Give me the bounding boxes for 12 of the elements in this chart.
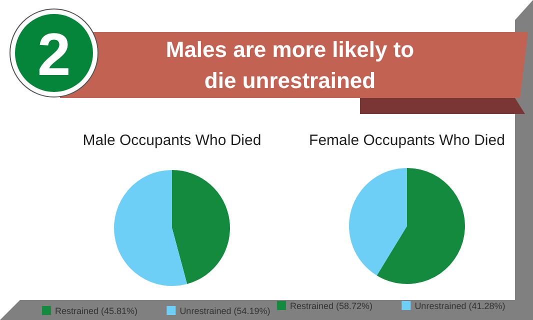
pie-slice: [349, 168, 407, 276]
text: 2: [37, 21, 71, 88]
legend-label: Unrestrained (41.28%): [414, 301, 506, 311]
pie-slice: [114, 170, 188, 286]
legend-label: Restrained (45.81%): [55, 306, 138, 316]
legend-label: Restrained (58.72%): [290, 301, 373, 311]
text: Males are more likely to die unrestrained: [166, 37, 414, 93]
pie-slice: [172, 170, 230, 284]
pie-slice: [376, 168, 465, 284]
chart-title: Male Occupants Who Died: [82, 132, 262, 149]
legend-label: Unrestrained (54.19%): [180, 306, 270, 316]
chart-title: Female Occupants Who Died: [309, 132, 505, 149]
